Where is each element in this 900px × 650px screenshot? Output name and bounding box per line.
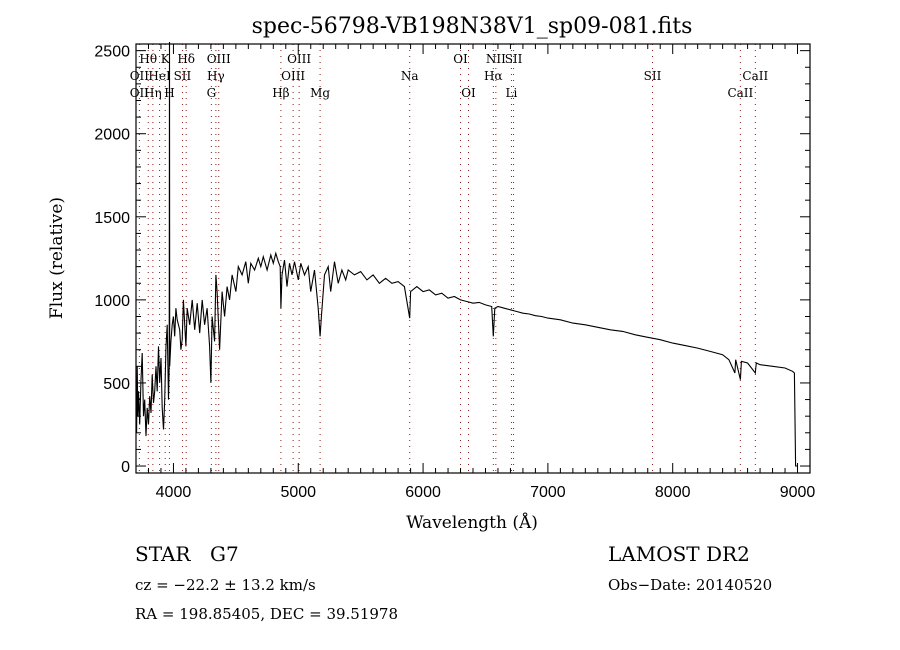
y-tick-label: 1000	[94, 293, 130, 310]
line-label: Hη	[144, 86, 162, 100]
line-label: Hγ	[207, 69, 225, 83]
line-label: Hα	[484, 69, 503, 83]
obs-date: Obs−Date: 20140520	[608, 576, 772, 594]
line-label: Mg	[310, 86, 330, 100]
line-label: Na	[401, 69, 419, 83]
line-label: NII	[486, 52, 506, 66]
y-tick-label: 2000	[94, 127, 130, 144]
line-label: HeI	[148, 69, 171, 83]
x-tick-label: 6000	[405, 484, 441, 501]
line-label: SII	[644, 69, 662, 83]
x-tick-label: 5000	[280, 484, 316, 501]
line-label: OIII	[287, 52, 311, 66]
y-tick-label: 2500	[94, 44, 130, 61]
plot-frame	[135, 43, 811, 474]
x-tick-label: 4000	[156, 484, 192, 501]
line-label: Hδ	[177, 52, 195, 66]
x-tick-label: 8000	[655, 484, 691, 501]
subclass: G7	[210, 542, 239, 566]
y-tick-label: 1500	[94, 210, 130, 227]
survey-label: LAMOST DR2	[608, 542, 750, 566]
line-label: Li	[506, 86, 518, 100]
chart-title: spec-56798-VB198N38V1_sp09-081.fits	[252, 14, 693, 39]
object-class: STAR	[135, 542, 191, 566]
line-label: CaII	[727, 86, 753, 100]
y-tick-label: 0	[121, 459, 130, 476]
x-tick-label: 9000	[780, 484, 816, 501]
line-label: Hβ	[272, 86, 289, 100]
line-label: OII	[130, 86, 150, 100]
redshift-text: cz = −22.2 ± 13.2 km/s	[135, 576, 316, 594]
axis-ticks: 4000 5000 6000 7000 8000 9000 0 500 1000 1500 2000…	[94, 44, 815, 501]
y-tick-label: 500	[103, 376, 130, 393]
spectrum-line	[135, 41, 798, 467]
line-label: OIII	[207, 52, 231, 66]
line-label: G	[207, 86, 217, 100]
line-label: OIII	[281, 69, 305, 83]
x-axis-label: Wavelength (Å)	[406, 512, 538, 533]
line-label: K	[161, 52, 171, 66]
line-label: OI	[453, 52, 468, 66]
line-label: OII	[130, 69, 150, 83]
line-label: SII	[174, 69, 192, 83]
line-label: CaII	[742, 69, 768, 83]
line-label: Hθ	[139, 52, 157, 66]
line-markers: OIIOIIHθHηHeIKHSIIHδGHγOIIIHβOIIIOIIIMgN…	[130, 44, 768, 473]
line-label: OI	[461, 86, 476, 100]
coordinates-text: RA = 198.85405, DEC = 39.51978	[135, 605, 398, 623]
line-label: SII	[505, 52, 523, 66]
x-tick-label: 7000	[530, 484, 566, 501]
y-axis-label: Flux (relative)	[47, 197, 67, 319]
